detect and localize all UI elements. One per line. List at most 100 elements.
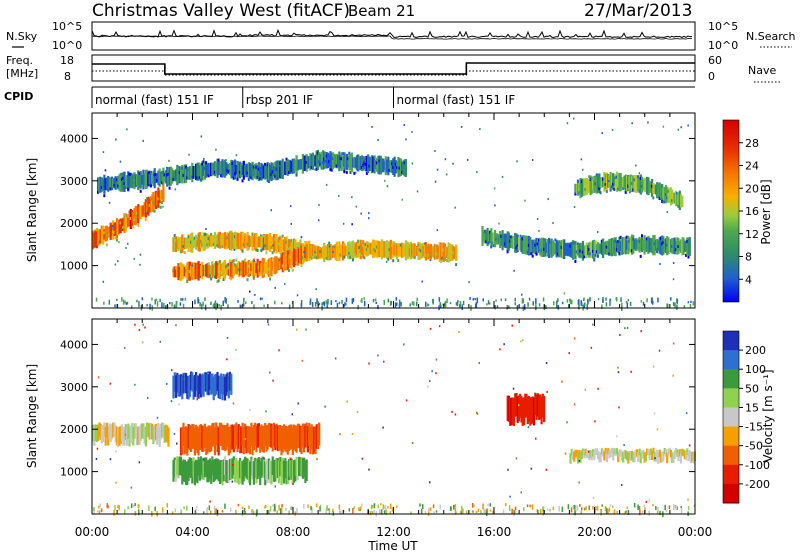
- velocity-cell: [648, 510, 650, 516]
- power-cell: [561, 301, 564, 305]
- velocity-cell: [183, 427, 186, 455]
- power-cell: [289, 246, 292, 250]
- velocity-cell: [368, 362, 370, 365]
- velocity-cell: [93, 426, 96, 446]
- velocity-cell: [466, 510, 468, 515]
- power-cell: [323, 242, 326, 263]
- velocity-cell: [561, 380, 563, 383]
- power-cell: [108, 177, 111, 191]
- power-cell: [399, 243, 402, 257]
- power-cell: [362, 156, 365, 171]
- velocity-cell: [308, 422, 311, 447]
- power-cell: [667, 237, 670, 255]
- power-cell: [215, 303, 218, 308]
- colorbar-tick-label: 15: [745, 401, 759, 414]
- power-cell: [650, 297, 653, 304]
- velocity-cell: [242, 426, 245, 455]
- power-cell: [281, 302, 283, 305]
- power-cell: [205, 264, 208, 277]
- power-cell: [624, 190, 627, 194]
- velocity-cell: [311, 507, 313, 513]
- velocity-cell: [462, 508, 464, 514]
- power-cell: [581, 250, 584, 254]
- power-cell: [610, 238, 613, 257]
- power-cell: [640, 300, 643, 303]
- power-cell: [300, 245, 303, 265]
- power-cell: [194, 299, 196, 305]
- power-cell: [102, 225, 105, 245]
- power-cell: [613, 187, 616, 191]
- velocity-cell: [309, 426, 312, 455]
- power-cell: [569, 298, 572, 305]
- power-cell: [632, 237, 635, 241]
- velocity-cell: [198, 424, 201, 451]
- velocity-cell: [113, 422, 116, 437]
- power-cell: [545, 242, 548, 253]
- power-cell: [589, 177, 592, 181]
- power-cell: [121, 297, 123, 302]
- power-cell: [337, 155, 340, 168]
- velocity-cell: [227, 459, 230, 483]
- velocity-cell: [182, 422, 185, 446]
- power-cell: [384, 179, 386, 182]
- velocity-cell: [221, 510, 224, 513]
- power-cell: [208, 235, 211, 247]
- velocity-cell: [472, 510, 474, 513]
- power-cell: [599, 191, 602, 195]
- velocity-cell: [607, 508, 609, 515]
- power-cell: [321, 161, 324, 165]
- power-cell: [363, 244, 366, 255]
- power-cell: [391, 160, 394, 173]
- velocity-cell: [612, 505, 614, 508]
- power-cell: [459, 304, 461, 309]
- power-cell: [652, 183, 655, 194]
- velocity-cell: [190, 457, 193, 479]
- power-cell: [197, 232, 200, 252]
- power-cell: [526, 250, 529, 254]
- velocity-cell: [668, 447, 671, 454]
- power-cell: [592, 240, 595, 259]
- velocity-cell: [592, 449, 595, 457]
- power-cell: [123, 182, 126, 185]
- velocity-cell: [625, 510, 627, 513]
- power-cell: [576, 242, 579, 246]
- power-cell: [163, 173, 166, 177]
- power-cell: [594, 182, 597, 186]
- power-cell: [115, 177, 119, 188]
- velocity-cell: [598, 452, 601, 463]
- power-cell: [318, 160, 321, 164]
- power-cell: [179, 262, 183, 281]
- power-cell: [282, 252, 286, 272]
- power-cell: [674, 241, 678, 251]
- velocity-cell: [203, 457, 206, 478]
- power-cell: [112, 226, 115, 230]
- power-cell: [316, 246, 320, 260]
- power-cell: [335, 300, 337, 303]
- power-cell: [364, 243, 367, 246]
- power-cell: [584, 187, 587, 191]
- power-cell: [330, 168, 333, 172]
- power-cell: [643, 178, 646, 192]
- power-cell: [100, 225, 103, 229]
- power-cell: [122, 225, 125, 229]
- power-cell: [284, 252, 287, 271]
- power-cell: [252, 258, 255, 279]
- velocity-cell: [359, 508, 361, 512]
- velocity-cell: [368, 468, 370, 471]
- power-cell: [373, 248, 376, 252]
- power-cell: [422, 245, 425, 257]
- power-cell: [497, 234, 500, 245]
- power-cell: [582, 168, 584, 171]
- velocity-cell: [251, 509, 253, 513]
- velocity-cell: [244, 511, 246, 515]
- power-cell: [183, 164, 186, 184]
- power-cell: [293, 158, 296, 174]
- velocity-cell: [208, 505, 211, 511]
- power-cell: [178, 237, 181, 250]
- velocity-cell: [454, 504, 457, 508]
- velocity-cell: [380, 503, 382, 506]
- velocity-cell: [230, 458, 233, 480]
- power-cell: [306, 156, 309, 169]
- power-cell: [227, 170, 230, 174]
